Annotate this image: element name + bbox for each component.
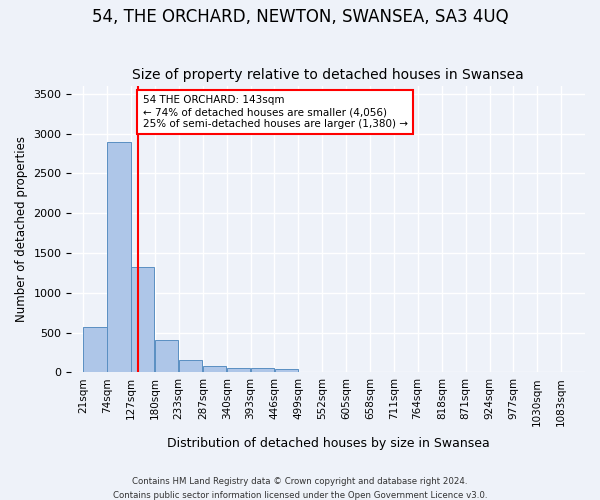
Bar (83, 327, 107, 372)
Bar (203, 366, 226, 372)
Title: Size of property relative to detached houses in Swansea: Size of property relative to detached ho… (133, 68, 524, 82)
Text: 54, THE ORCHARD, NEWTON, SWANSEA, SA3 4UQ: 54, THE ORCHARD, NEWTON, SWANSEA, SA3 4U… (92, 8, 508, 26)
Bar (275, 369, 298, 372)
X-axis label: Distribution of detached houses by size in Swansea: Distribution of detached houses by size … (167, 437, 490, 450)
Y-axis label: Number of detached properties: Number of detached properties (15, 136, 28, 322)
Bar (155, 340, 178, 372)
Bar (179, 360, 202, 372)
Bar (251, 368, 274, 372)
Bar (131, 266, 154, 372)
Bar (227, 368, 250, 372)
Bar (107, 142, 131, 372)
Text: 54 THE ORCHARD: 143sqm
← 74% of detached houses are smaller (4,056)
25% of semi-: 54 THE ORCHARD: 143sqm ← 74% of detached… (143, 96, 407, 128)
Text: Contains HM Land Registry data © Crown copyright and database right 2024.
Contai: Contains HM Land Registry data © Crown c… (113, 478, 487, 500)
